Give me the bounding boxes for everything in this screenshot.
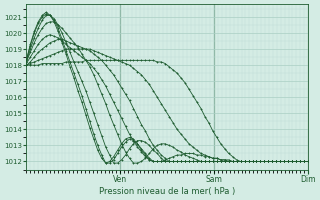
X-axis label: Pression niveau de la mer( hPa ): Pression niveau de la mer( hPa ) xyxy=(99,187,235,196)
